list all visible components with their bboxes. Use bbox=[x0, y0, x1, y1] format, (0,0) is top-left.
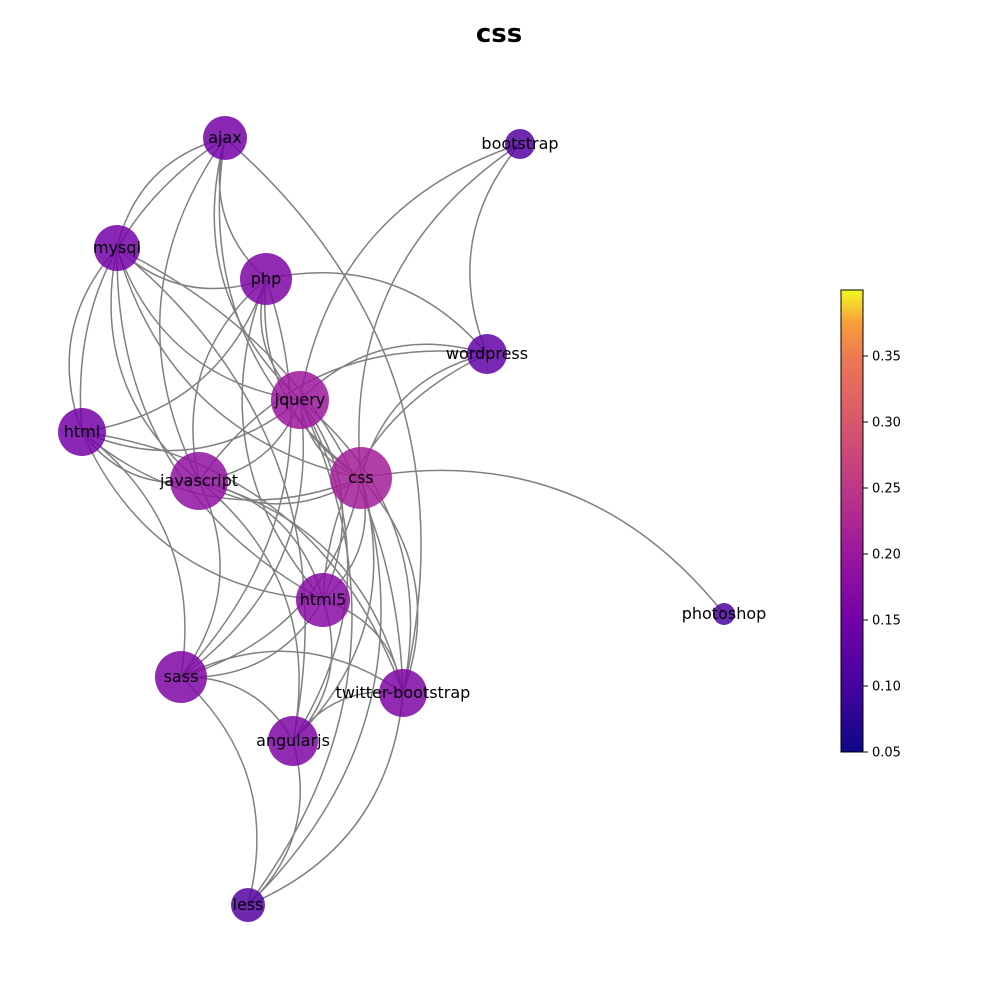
edge-sass-less bbox=[180, 676, 258, 906]
node-photoshop bbox=[713, 603, 735, 625]
chart-title: css bbox=[476, 19, 522, 49]
node-sass bbox=[155, 651, 207, 703]
node-label-angularjs: angularjs bbox=[256, 731, 330, 750]
nodes-layer bbox=[58, 116, 735, 922]
edge-html5-php bbox=[241, 278, 324, 601]
colorbar: 0.05 0.10 0.15 0.20 0.25 0.30 0.35 bbox=[840, 289, 901, 761]
node-html5 bbox=[296, 573, 350, 627]
edge-html-mysql bbox=[68, 247, 118, 433]
node-label-bootstrap: bootstrap bbox=[481, 134, 558, 153]
node-label-less: less bbox=[233, 895, 264, 914]
edge-css-angularjs bbox=[292, 477, 375, 742]
edge-html-twitter-bootstrap bbox=[81, 431, 404, 694]
edge-jquery-html bbox=[81, 399, 301, 452]
edge-jquery-less bbox=[247, 399, 353, 906]
edge-html5-mysql bbox=[116, 247, 324, 601]
node-twitter-bootstrap bbox=[379, 669, 427, 717]
node-label-wordpress: wordpress bbox=[446, 344, 528, 363]
colorbar-tick-label: 0.25 bbox=[872, 482, 901, 497]
node-javascript bbox=[170, 452, 228, 510]
colorbar-tick-label: 0.05 bbox=[872, 746, 901, 761]
node-label-html: html bbox=[64, 422, 100, 441]
node-label-css: css bbox=[348, 468, 373, 487]
node-ajax bbox=[203, 116, 247, 160]
node-html bbox=[58, 408, 106, 456]
node-label-ajax: ajax bbox=[208, 128, 242, 147]
edge-jquery-twitter-bootstrap bbox=[299, 399, 412, 694]
node-label-jquery: jquery bbox=[274, 390, 326, 409]
edge-css-mysql bbox=[116, 247, 362, 479]
node-php bbox=[240, 253, 292, 305]
node-label-html5: html5 bbox=[300, 590, 347, 609]
edge-wordpress-bootstrap bbox=[469, 143, 521, 355]
edge-mysql-ajax bbox=[116, 137, 226, 249]
node-label-javascript: javascript bbox=[159, 471, 238, 490]
edge-jquery-mysql bbox=[116, 247, 301, 401]
colorbar-tick-label: 0.35 bbox=[872, 350, 901, 365]
edge-javascript-wordpress bbox=[198, 350, 488, 482]
edge-javascript-ajax bbox=[159, 137, 226, 482]
node-jquery bbox=[271, 371, 329, 429]
edge-sass-twitter-bootstrap bbox=[180, 650, 404, 694]
colorbar-gradient bbox=[840, 289, 864, 753]
edge-css-bootstrap bbox=[358, 143, 521, 479]
node-label-mysql: mysql bbox=[93, 238, 141, 257]
node-label-sass: sass bbox=[164, 667, 199, 686]
edge-jquery-angularjs bbox=[292, 399, 349, 742]
edge-twitter-bootstrap-less bbox=[247, 692, 404, 906]
node-angularjs bbox=[268, 716, 318, 766]
node-css bbox=[330, 447, 392, 509]
edge-ajax-twitter-bootstrap bbox=[224, 137, 422, 694]
edge-jquery-ajax bbox=[213, 137, 301, 401]
edge-javascript-angularjs bbox=[198, 480, 300, 742]
edge-javascript-php bbox=[192, 278, 267, 482]
labels-layer: css jquery javascript html5 php html mysql ajax… bbox=[64, 128, 767, 914]
edge-mysql-twitter-bootstrap bbox=[116, 247, 404, 694]
edge-php-html bbox=[81, 278, 267, 433]
node-less bbox=[231, 888, 265, 922]
colorbar-tick-label: 0.20 bbox=[872, 548, 901, 563]
edge-html5-html bbox=[81, 431, 324, 601]
colorbar-tick-label: 0.15 bbox=[872, 614, 901, 629]
edge-css-photoshop bbox=[360, 469, 725, 615]
edge-html-sass bbox=[81, 431, 186, 678]
colorbar-ticks: 0.05 0.10 0.15 0.20 0.25 0.30 0.35 bbox=[863, 350, 901, 761]
node-label-php: php bbox=[251, 269, 281, 288]
edge-mysql-angularjs bbox=[116, 247, 306, 742]
edge-php-wordpress bbox=[265, 272, 488, 355]
colorbar-tick-label: 0.10 bbox=[872, 680, 901, 695]
edge-html-ajax bbox=[79, 137, 226, 433]
node-label-photoshop: photoshop bbox=[682, 604, 767, 623]
node-label-twitter-bootstrap: twitter-bootstrap bbox=[336, 683, 471, 702]
edges-layer bbox=[68, 137, 725, 906]
colorbar-tick-label: 0.30 bbox=[872, 416, 901, 431]
edge-jquery-sass bbox=[180, 399, 305, 678]
edge-javascript-mysql bbox=[110, 247, 200, 482]
edge-php-sass bbox=[180, 278, 292, 678]
node-wordpress bbox=[467, 334, 507, 374]
edge-javascript-sass bbox=[180, 480, 221, 678]
edge-css-less bbox=[247, 477, 382, 906]
edge-javascript-twitter-bootstrap bbox=[198, 480, 404, 694]
edge-jquery-bootstrap bbox=[299, 143, 521, 401]
node-mysql bbox=[94, 225, 140, 271]
node-bootstrap bbox=[505, 129, 535, 159]
